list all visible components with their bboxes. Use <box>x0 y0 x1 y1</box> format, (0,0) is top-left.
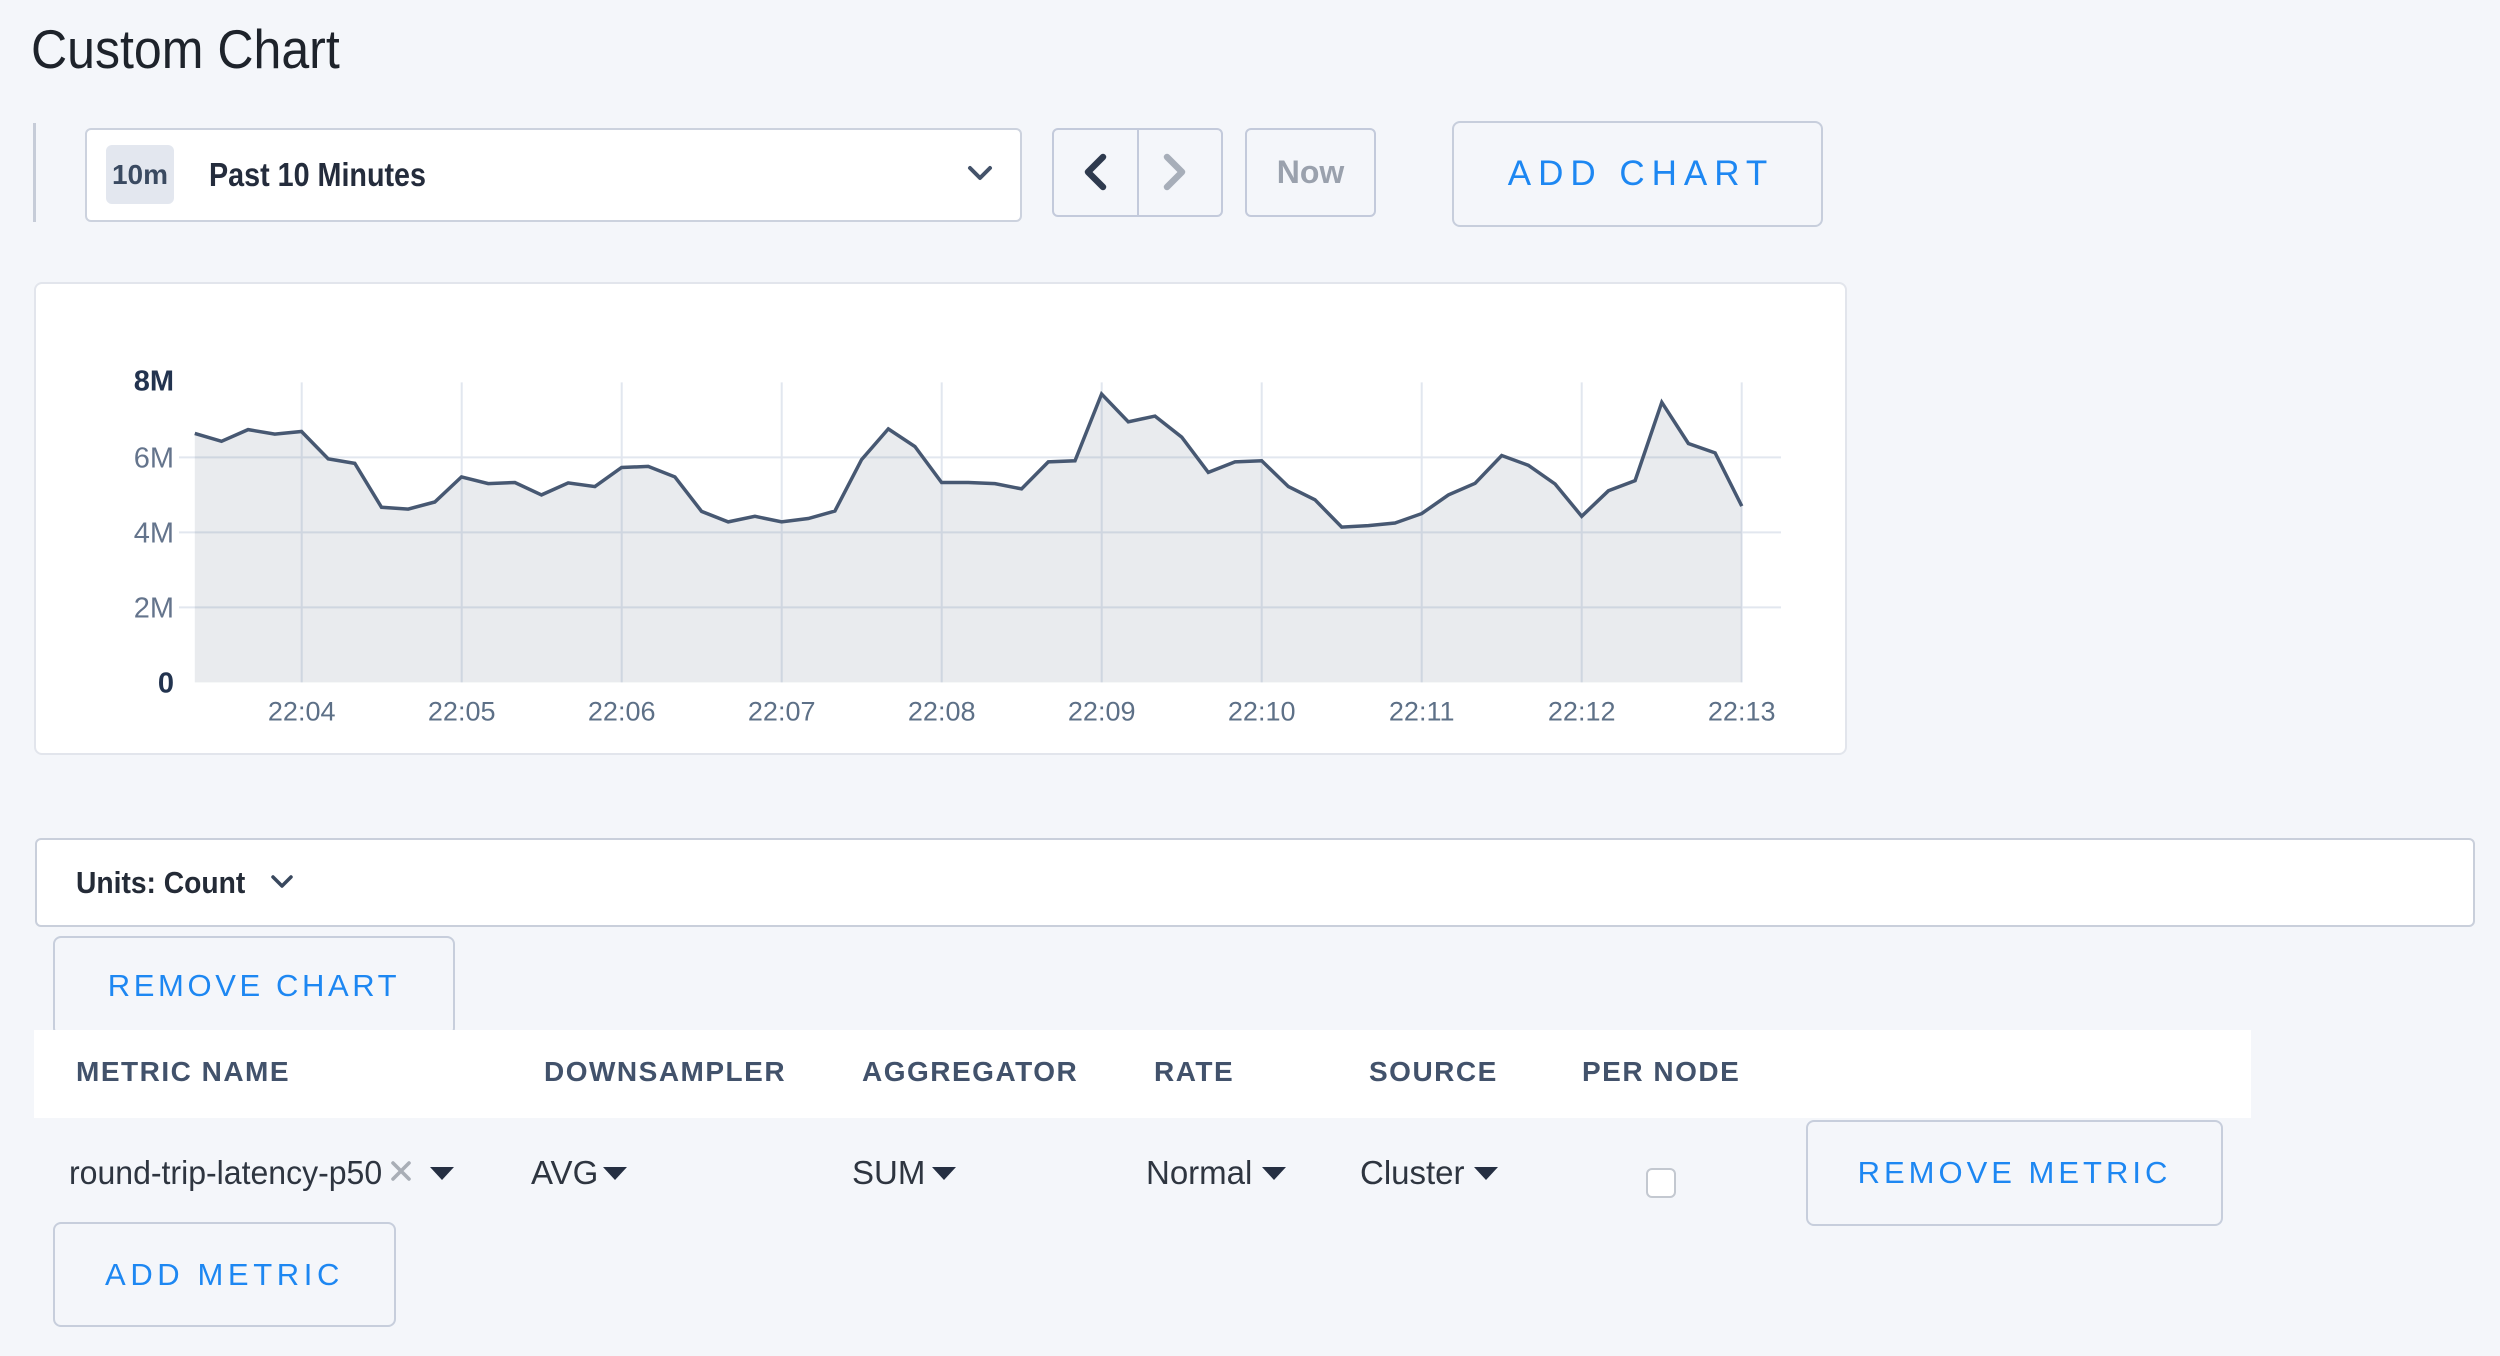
svg-text:6M: 6M <box>134 442 174 474</box>
svg-text:8M: 8M <box>134 366 174 398</box>
svg-text:22:10: 22:10 <box>1228 697 1296 727</box>
svg-text:4M: 4M <box>134 517 174 549</box>
svg-text:22:11: 22:11 <box>1389 697 1455 727</box>
svg-text:22:08: 22:08 <box>908 697 976 727</box>
svg-text:22:12: 22:12 <box>1548 697 1616 727</box>
svg-text:0: 0 <box>158 667 174 699</box>
svg-text:2M: 2M <box>134 592 174 624</box>
svg-text:22:13: 22:13 <box>1708 697 1776 727</box>
svg-text:22:09: 22:09 <box>1068 697 1136 727</box>
svg-text:22:04: 22:04 <box>268 697 336 727</box>
svg-text:22:06: 22:06 <box>588 697 656 727</box>
svg-text:22:05: 22:05 <box>428 697 496 727</box>
svg-text:22:07: 22:07 <box>748 697 816 727</box>
